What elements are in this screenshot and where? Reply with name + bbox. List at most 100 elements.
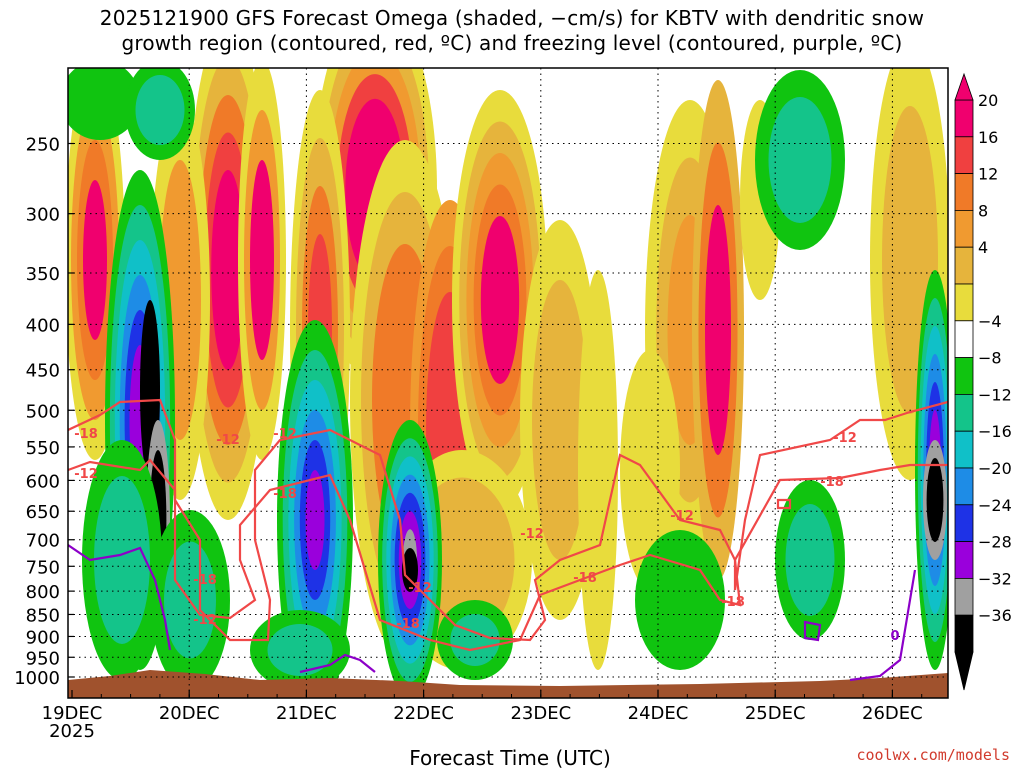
x-tick-label: 19DEC: [42, 703, 103, 724]
colorbar-label: 20: [978, 91, 998, 110]
colorbar-label: −36: [978, 606, 1012, 625]
omega-region: [83, 180, 107, 340]
freezing-level-contour: [299, 653, 376, 674]
contour-label: -12: [833, 431, 857, 446]
omega-region: [785, 504, 835, 616]
terrain: [68, 670, 948, 698]
y-tick-label: 600: [26, 471, 60, 492]
y-tick-label: 400: [26, 315, 60, 336]
y-tick-label: 750: [26, 557, 60, 578]
colorbar-swatch: [954, 614, 974, 653]
chart-title-line-1: 2025121900 GFS Forecast Omega (shaded, −…: [99, 6, 925, 30]
x-tick-label: 26DEC: [862, 703, 923, 724]
colorbar-label: −28: [978, 533, 1012, 552]
colorbar-swatch: [954, 430, 974, 469]
y-axis: 2503003504004505005506006507007508008509…: [14, 135, 74, 689]
colorbar-swatch: [954, 136, 974, 175]
y-tick-label: 650: [26, 502, 60, 523]
colorbar-swatch: [954, 467, 974, 506]
x-tick-label: 24DEC: [628, 703, 689, 724]
colorbar-extend-min: [954, 651, 974, 691]
freezing-contour-label: 0: [890, 629, 899, 644]
omega-region: [480, 216, 520, 384]
freezing-level-contour: [803, 620, 822, 642]
colorbar-label: 12: [978, 165, 998, 184]
colorbar-label: −24: [978, 496, 1012, 515]
colorbar-swatch: [954, 246, 974, 285]
contour-label: -18: [396, 617, 420, 632]
omega-region: [267, 624, 333, 676]
colorbar-label: 4: [978, 238, 988, 257]
dendritic-contour-minus-12: [68, 458, 948, 652]
colorbar-label: 16: [978, 128, 998, 147]
contour-label: -12: [74, 467, 98, 482]
freezing-level-contour: [849, 569, 917, 682]
colorbar-swatch: [954, 578, 974, 616]
y-tick-label: 550: [26, 438, 60, 459]
colorbar-swatch: [954, 504, 974, 542]
omega-region: [926, 458, 944, 542]
x-tick-label: 25DEC: [745, 703, 806, 724]
colorbar-label: 8: [978, 201, 988, 220]
terrain-surface: [68, 670, 948, 698]
contour-label: -18: [820, 475, 844, 490]
omega-shading: [68, 68, 948, 698]
y-tick-label: 250: [26, 135, 60, 156]
colorbar-swatch: [954, 357, 974, 395]
colorbar-swatch: [954, 99, 974, 138]
omega-region: [68, 68, 140, 140]
y-tick-label: 700: [26, 531, 60, 552]
omega-region: [211, 170, 245, 370]
colorbar-swatch: [954, 320, 974, 358]
x-tick-label: 20DEC: [159, 703, 220, 724]
y-tick-label: 900: [26, 627, 60, 648]
colorbar-label: −20: [978, 459, 1012, 478]
omega-region: [250, 160, 274, 360]
dendritic-contour-minus-18: [68, 398, 948, 642]
x-year-label: 2025: [49, 721, 95, 742]
colorbar-swatch: [954, 209, 974, 248]
contour-label: -18: [193, 573, 217, 588]
x-tick-label: 21DEC: [276, 703, 337, 724]
omega-region: [305, 470, 325, 570]
omega-region: [135, 75, 185, 145]
contour-label: -18: [573, 571, 597, 586]
colorbar-swatch: [954, 283, 974, 322]
contours: -18 -12 -18 -12 -12 -18 -12 -18 -12 -18 -12 -18 -12 -…: [68, 398, 948, 682]
contour-label: -18: [721, 595, 745, 610]
y-tick-label: 1000: [14, 668, 60, 689]
contour-label: -12: [520, 527, 544, 542]
freezing-level-contour: [68, 544, 172, 651]
x-axis-label: Forecast Time (UTC): [409, 746, 611, 768]
y-tick-label: 300: [26, 205, 60, 226]
omega-min-core: [402, 548, 418, 592]
dendritic-contour-minus-12: [776, 498, 792, 510]
x-tick-label: 23DEC: [510, 703, 571, 724]
plot-area: -18 -12 -18 -12 -12 -18 -12 -18 -12 -18 -12 -18 -12 -…: [68, 68, 948, 698]
omega-region: [768, 97, 832, 223]
y-tick-label: 850: [26, 605, 60, 626]
contour-label: -18: [273, 487, 297, 502]
omega-region: [705, 205, 731, 455]
y-tick-label: 450: [26, 361, 60, 382]
credit-text: coolwx.com/models: [856, 746, 1010, 764]
plot-frame: [67, 67, 949, 699]
omega-region: [450, 614, 500, 666]
omega-region: [94, 476, 150, 644]
omega-region: [635, 530, 725, 670]
colorbar: 20 16 12 8 4 −4 −8 −12 −16 −20 −24 −28 −32 −36: [954, 72, 1012, 691]
x-axis: 19DEC 20DEC 21DEC 22DEC 23DEC 24DEC 25DEC 26DEC…: [42, 690, 923, 742]
y-tick-label: 950: [26, 648, 60, 669]
colorbar-label: −12: [978, 385, 1012, 404]
contour-label: -12: [408, 581, 432, 596]
contour-label: -12: [670, 509, 694, 524]
contour-label: -18: [74, 427, 98, 442]
colorbar-label: −16: [978, 422, 1012, 441]
omega-region: [532, 280, 588, 560]
contour-label: -12: [193, 613, 217, 628]
colorbar-label: −32: [978, 569, 1012, 588]
colorbar-swatch: [954, 393, 974, 432]
x-tick-label: 22DEC: [393, 703, 454, 724]
colorbar-label: −4: [978, 312, 1002, 331]
